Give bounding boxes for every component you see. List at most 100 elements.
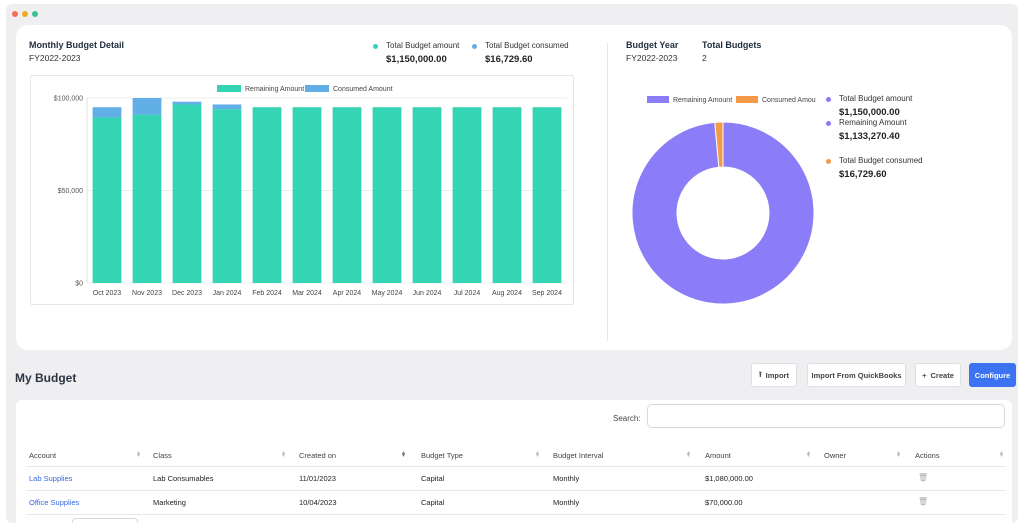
browser-window: Monthly Budget Detail FY2022-2023 Total … xyxy=(6,4,1018,523)
total-consumed-label: Total Budget consumed xyxy=(485,41,569,50)
my-budget-title: My Budget xyxy=(15,371,77,385)
close-dot-icon[interactable] xyxy=(12,11,18,17)
row-created-on: 11/01/2023 xyxy=(299,474,336,483)
divider xyxy=(607,43,608,341)
column-header-budget-type[interactable]: Budget Type xyxy=(421,451,463,460)
bar-remaining xyxy=(532,107,562,283)
bar-remaining xyxy=(212,109,242,283)
row-account-link[interactable]: Office Supplies xyxy=(29,498,80,507)
row-budget-interval: Monthly xyxy=(553,474,580,483)
donut-chart-svg: Remaining Amount Consumed Amount xyxy=(631,96,816,305)
import-button-label: Import xyxy=(765,370,789,380)
plus-icon: + xyxy=(922,370,927,380)
bar-remaining xyxy=(252,107,282,283)
x-tick-label: Sep 2024 xyxy=(532,290,562,297)
legend-dot-icon xyxy=(826,159,831,164)
x-tick-label: Aug 2024 xyxy=(492,290,522,297)
trash-icon[interactable]: 🗑 xyxy=(918,473,929,482)
column-header-owner[interactable]: Owner xyxy=(824,451,847,460)
legend-dot-icon xyxy=(373,44,378,49)
legend-dot-icon xyxy=(826,97,831,102)
y-tick-label: $0 xyxy=(75,281,83,288)
create-button[interactable]: + Create xyxy=(915,363,961,387)
x-tick-label: Dec 2023 xyxy=(172,290,202,297)
row-account-link[interactable]: Lab Supplies xyxy=(29,474,73,483)
trash-icon[interactable]: 🗑 xyxy=(918,497,929,506)
row-budget-type: Capital xyxy=(421,498,445,507)
bar-remaining xyxy=(492,107,522,283)
total-consumed-value: $16,729.60 xyxy=(485,54,533,65)
legend-label: Remaining Amount xyxy=(673,97,732,104)
bar-consumed xyxy=(172,101,202,105)
table-divider xyxy=(26,514,1006,515)
budget-year-value: FY2022-2023 xyxy=(626,53,678,63)
row-amount: $70,000.00 xyxy=(705,498,743,507)
x-tick-label: Nov 2023 xyxy=(132,290,162,297)
legend-swatch xyxy=(647,96,669,103)
column-header-actions[interactable]: Actions xyxy=(915,451,940,460)
sort-icon[interactable]: ▴ ▾ xyxy=(282,450,286,459)
legend-swatch xyxy=(736,96,758,103)
maximize-dot-icon[interactable] xyxy=(32,11,38,17)
search-input[interactable] xyxy=(647,404,1005,428)
minimize-dot-icon[interactable] xyxy=(22,11,28,17)
table-divider xyxy=(26,490,1006,491)
donut-slice xyxy=(631,121,815,305)
import-button[interactable]: ⭱ Import xyxy=(751,363,797,387)
table-divider xyxy=(26,466,1006,467)
sort-icon[interactable]: ▴ ▾ xyxy=(807,450,811,459)
bar-remaining xyxy=(292,107,322,283)
legend-dot-icon xyxy=(472,44,477,49)
total-amount-label: Total Budget amount xyxy=(386,41,460,50)
bar-remaining xyxy=(132,114,162,284)
monthly-bar-chart: Remaining Amount Consumed Amount $100,000 $… xyxy=(30,75,574,305)
bar-remaining xyxy=(172,104,202,283)
sort-icon[interactable]: ▴ ▾ xyxy=(137,450,141,459)
bar-remaining xyxy=(372,107,402,283)
configure-button-label: Configure xyxy=(974,370,1011,380)
monthly-period: FY2022-2023 xyxy=(29,53,81,63)
y-tick-label: $50,000 xyxy=(58,188,83,195)
bar-remaining xyxy=(332,107,362,283)
bar-consumed xyxy=(212,104,242,110)
column-header-created-on[interactable]: Created on xyxy=(299,451,337,460)
bar-chart-svg: Remaining Amount Consumed Amount $100,000 $… xyxy=(54,85,567,297)
sort-icon[interactable]: ▴ ▾ xyxy=(402,450,406,459)
column-header-budget-interval[interactable]: Budget Interval xyxy=(553,451,604,460)
column-header-amount[interactable]: Amount xyxy=(705,451,731,460)
total-budgets-label: Total Budgets xyxy=(702,40,762,50)
page-size-select[interactable] xyxy=(72,518,138,523)
x-tick-label: May 2024 xyxy=(372,290,403,297)
sort-icon[interactable]: ▴ ▾ xyxy=(536,450,540,459)
x-tick-label: Jul 2024 xyxy=(454,290,481,297)
sort-icon[interactable]: ▴ ▾ xyxy=(897,450,901,459)
budget-overview-card: Monthly Budget Detail FY2022-2023 Total … xyxy=(16,25,1012,350)
x-tick-label: Apr 2024 xyxy=(333,290,362,297)
import-quickbooks-button[interactable]: Import From QuickBooks xyxy=(807,363,906,387)
bar-remaining xyxy=(412,107,442,283)
total-amount-value: $1,150,000.00 xyxy=(386,54,447,65)
row-budget-type: Capital xyxy=(421,474,445,483)
year-remaining-label: Remaining Amount xyxy=(839,118,907,127)
budget-year-label: Budget Year xyxy=(626,40,679,50)
quickbooks-button-label: Import From QuickBooks xyxy=(811,370,902,380)
legend-swatch xyxy=(305,85,329,92)
row-class: Lab Consumables xyxy=(153,474,214,483)
legend-label: Remaining Amount xyxy=(245,86,304,93)
create-button-label: Create xyxy=(930,370,954,380)
year-total-amount-value: $1,150,000.00 xyxy=(839,107,900,118)
bar-consumed xyxy=(92,107,122,118)
monthly-budget-title: Monthly Budget Detail xyxy=(29,40,124,50)
x-tick-label: Jan 2024 xyxy=(213,290,242,297)
x-tick-label: Jun 2024 xyxy=(413,290,442,297)
search-label: Search: xyxy=(613,414,641,423)
column-header-class[interactable]: Class xyxy=(153,451,172,460)
configure-button[interactable]: Configure xyxy=(969,363,1016,387)
sort-icon[interactable]: ▴ ▾ xyxy=(687,450,691,459)
bar-remaining xyxy=(452,107,482,283)
column-header-account[interactable]: Account xyxy=(29,451,57,460)
row-class: Marketing xyxy=(153,498,186,507)
sort-icon[interactable]: ▴ ▾ xyxy=(1000,450,1004,459)
legend-label: Consumed Amount xyxy=(762,97,816,104)
bar-remaining xyxy=(92,117,122,283)
